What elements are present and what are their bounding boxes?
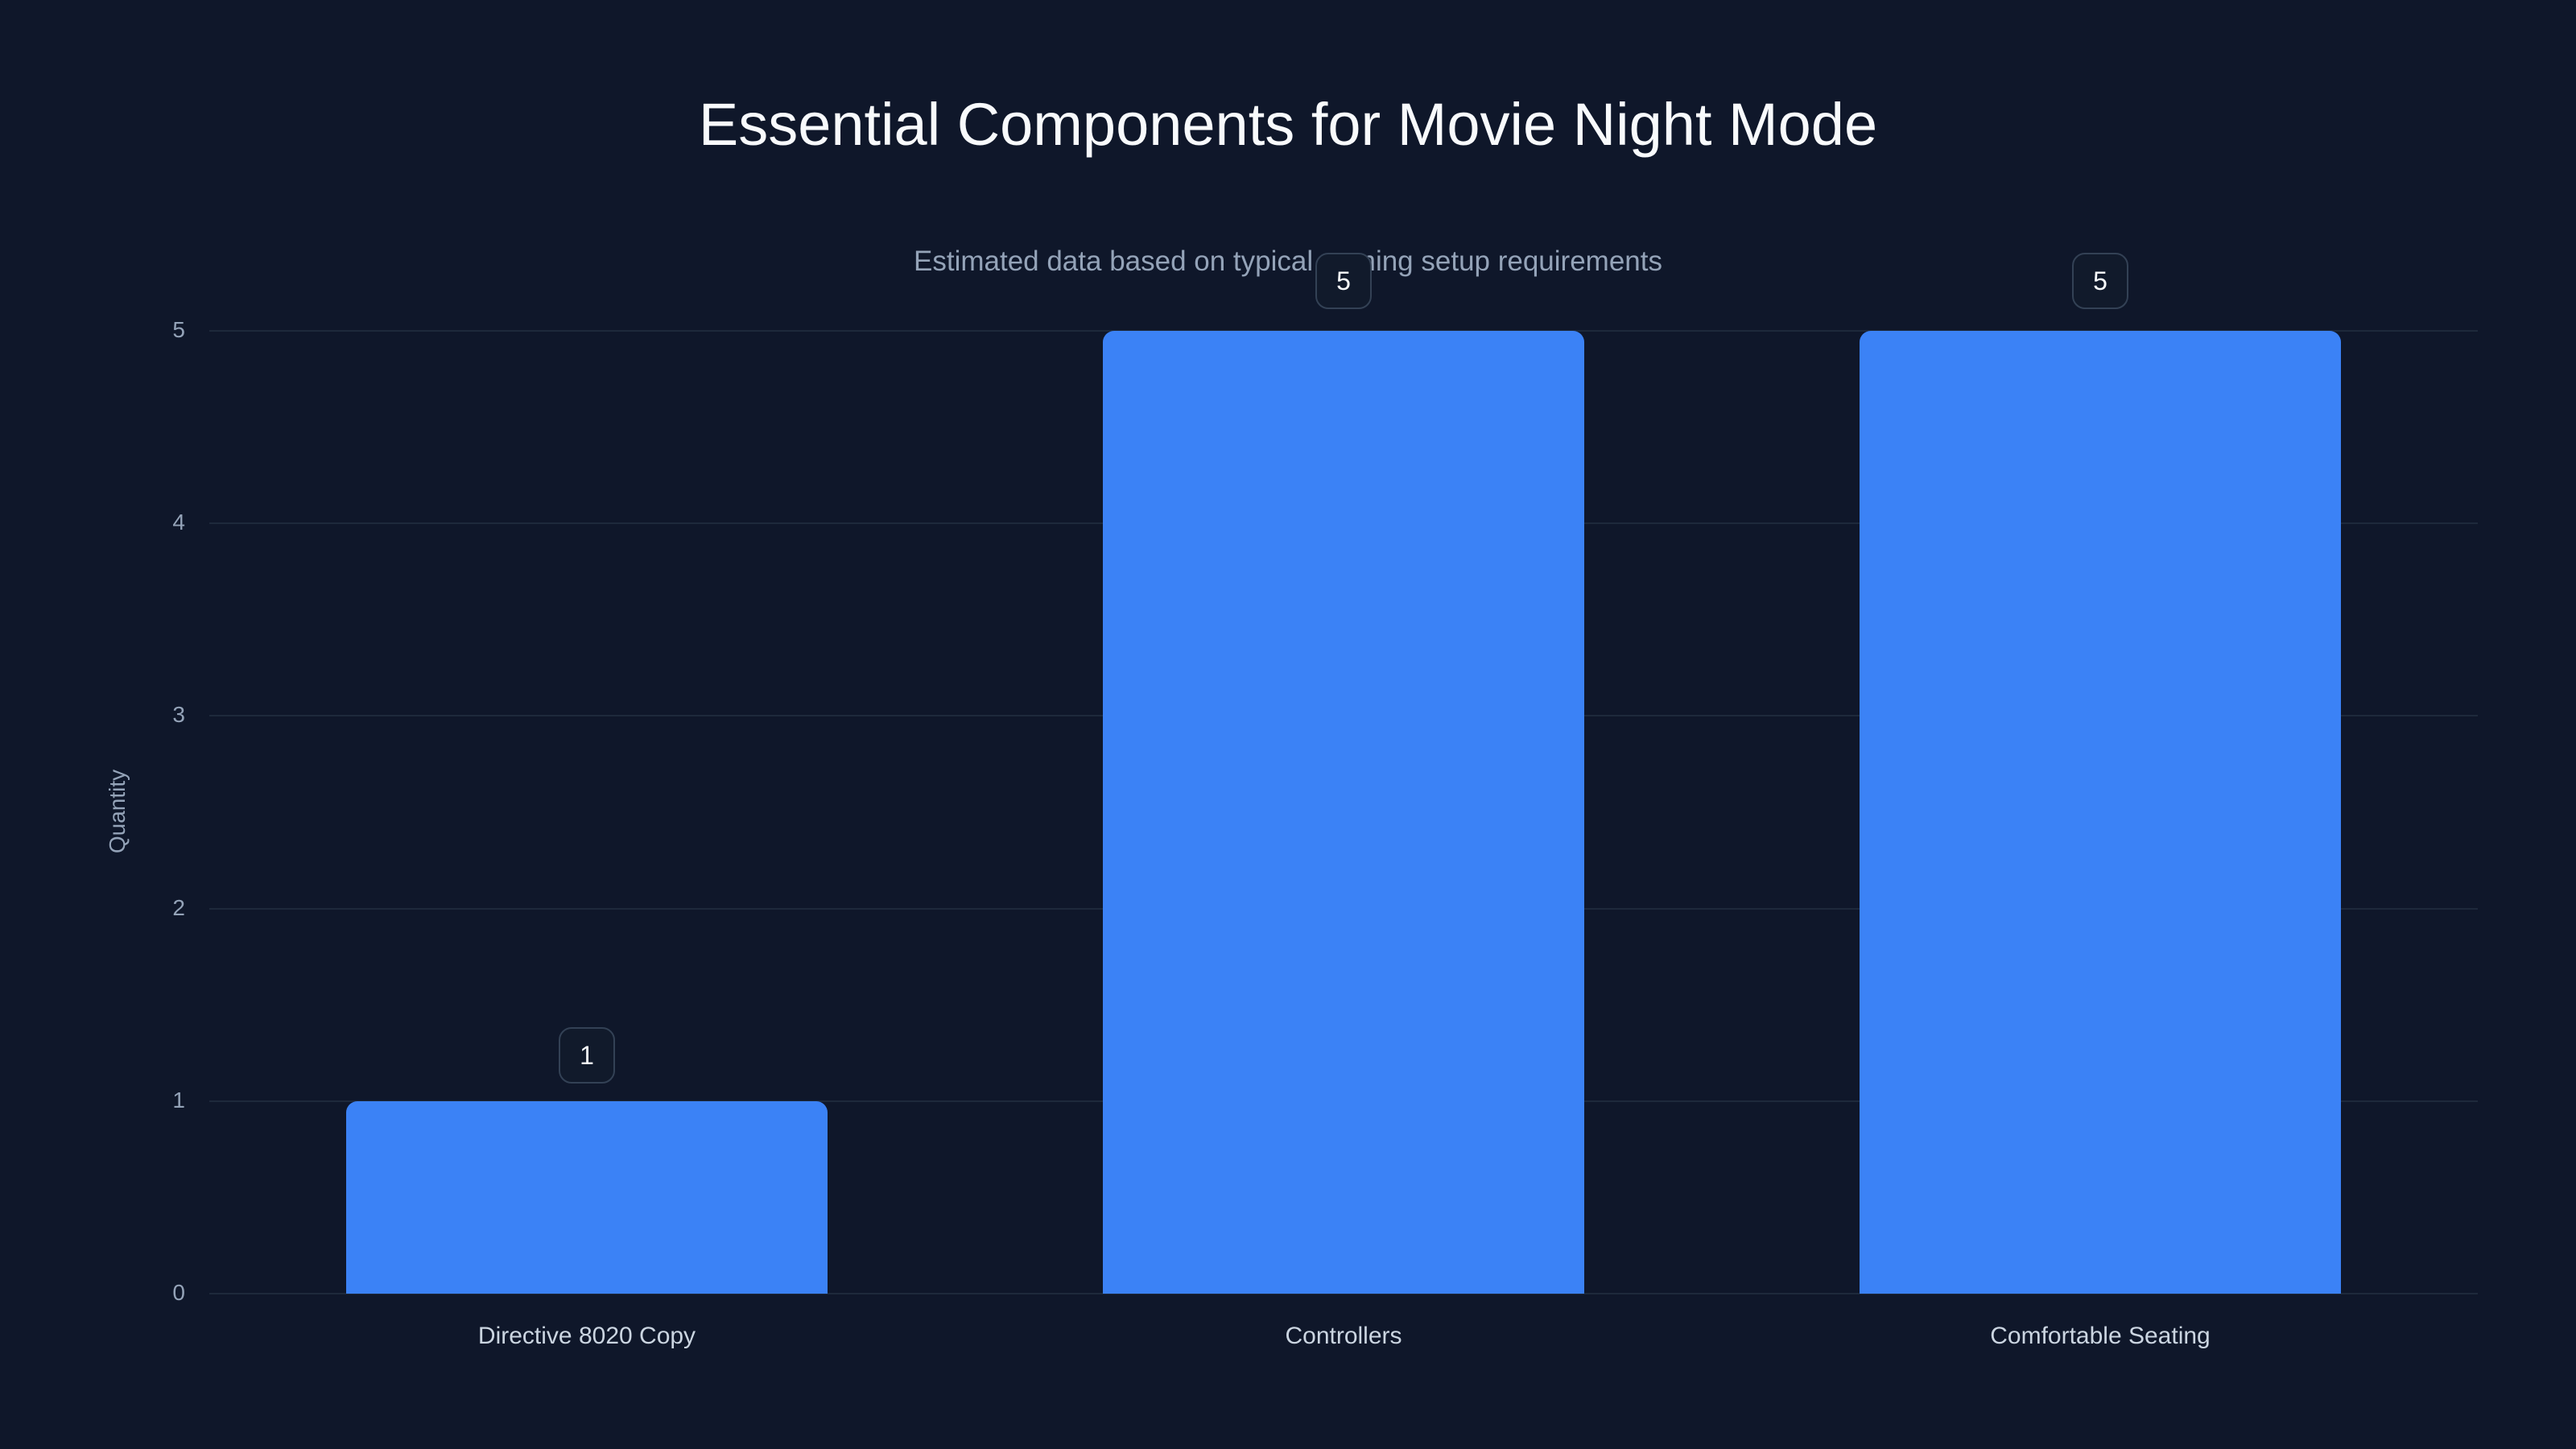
plot-area: 5 4 3 2 1 0 1 5 5 bbox=[172, 253, 2478, 1305]
x-tick-label: Directive 8020 Copy bbox=[477, 1323, 696, 1349]
y-tick-label: 1 bbox=[172, 1088, 185, 1113]
chart-subtitle: Estimated data based on typical gaming s… bbox=[914, 246, 1662, 277]
y-tick-label: 0 bbox=[172, 1280, 185, 1305]
gridline bbox=[209, 1293, 2478, 1294]
bar-controllers[interactable] bbox=[1103, 331, 1584, 1294]
bar-comfortable-seating[interactable] bbox=[1860, 331, 2341, 1294]
y-axis-label: Quantity bbox=[105, 769, 130, 854]
x-tick-label: Controllers bbox=[1285, 1323, 1402, 1349]
bar-directive-8020-copy[interactable] bbox=[346, 1101, 828, 1294]
value-label: 5 bbox=[2072, 253, 2128, 309]
chart-title: Essential Components for Movie Night Mod… bbox=[698, 91, 1878, 158]
x-tick-label: Comfortable Seating bbox=[1990, 1323, 2211, 1349]
value-label: 5 bbox=[1315, 253, 1372, 309]
y-tick-label: 5 bbox=[172, 317, 185, 342]
y-tick-label: 2 bbox=[172, 895, 185, 920]
y-tick-label: 3 bbox=[172, 702, 185, 727]
y-tick-label: 4 bbox=[172, 510, 185, 535]
value-label: 1 bbox=[559, 1027, 615, 1084]
